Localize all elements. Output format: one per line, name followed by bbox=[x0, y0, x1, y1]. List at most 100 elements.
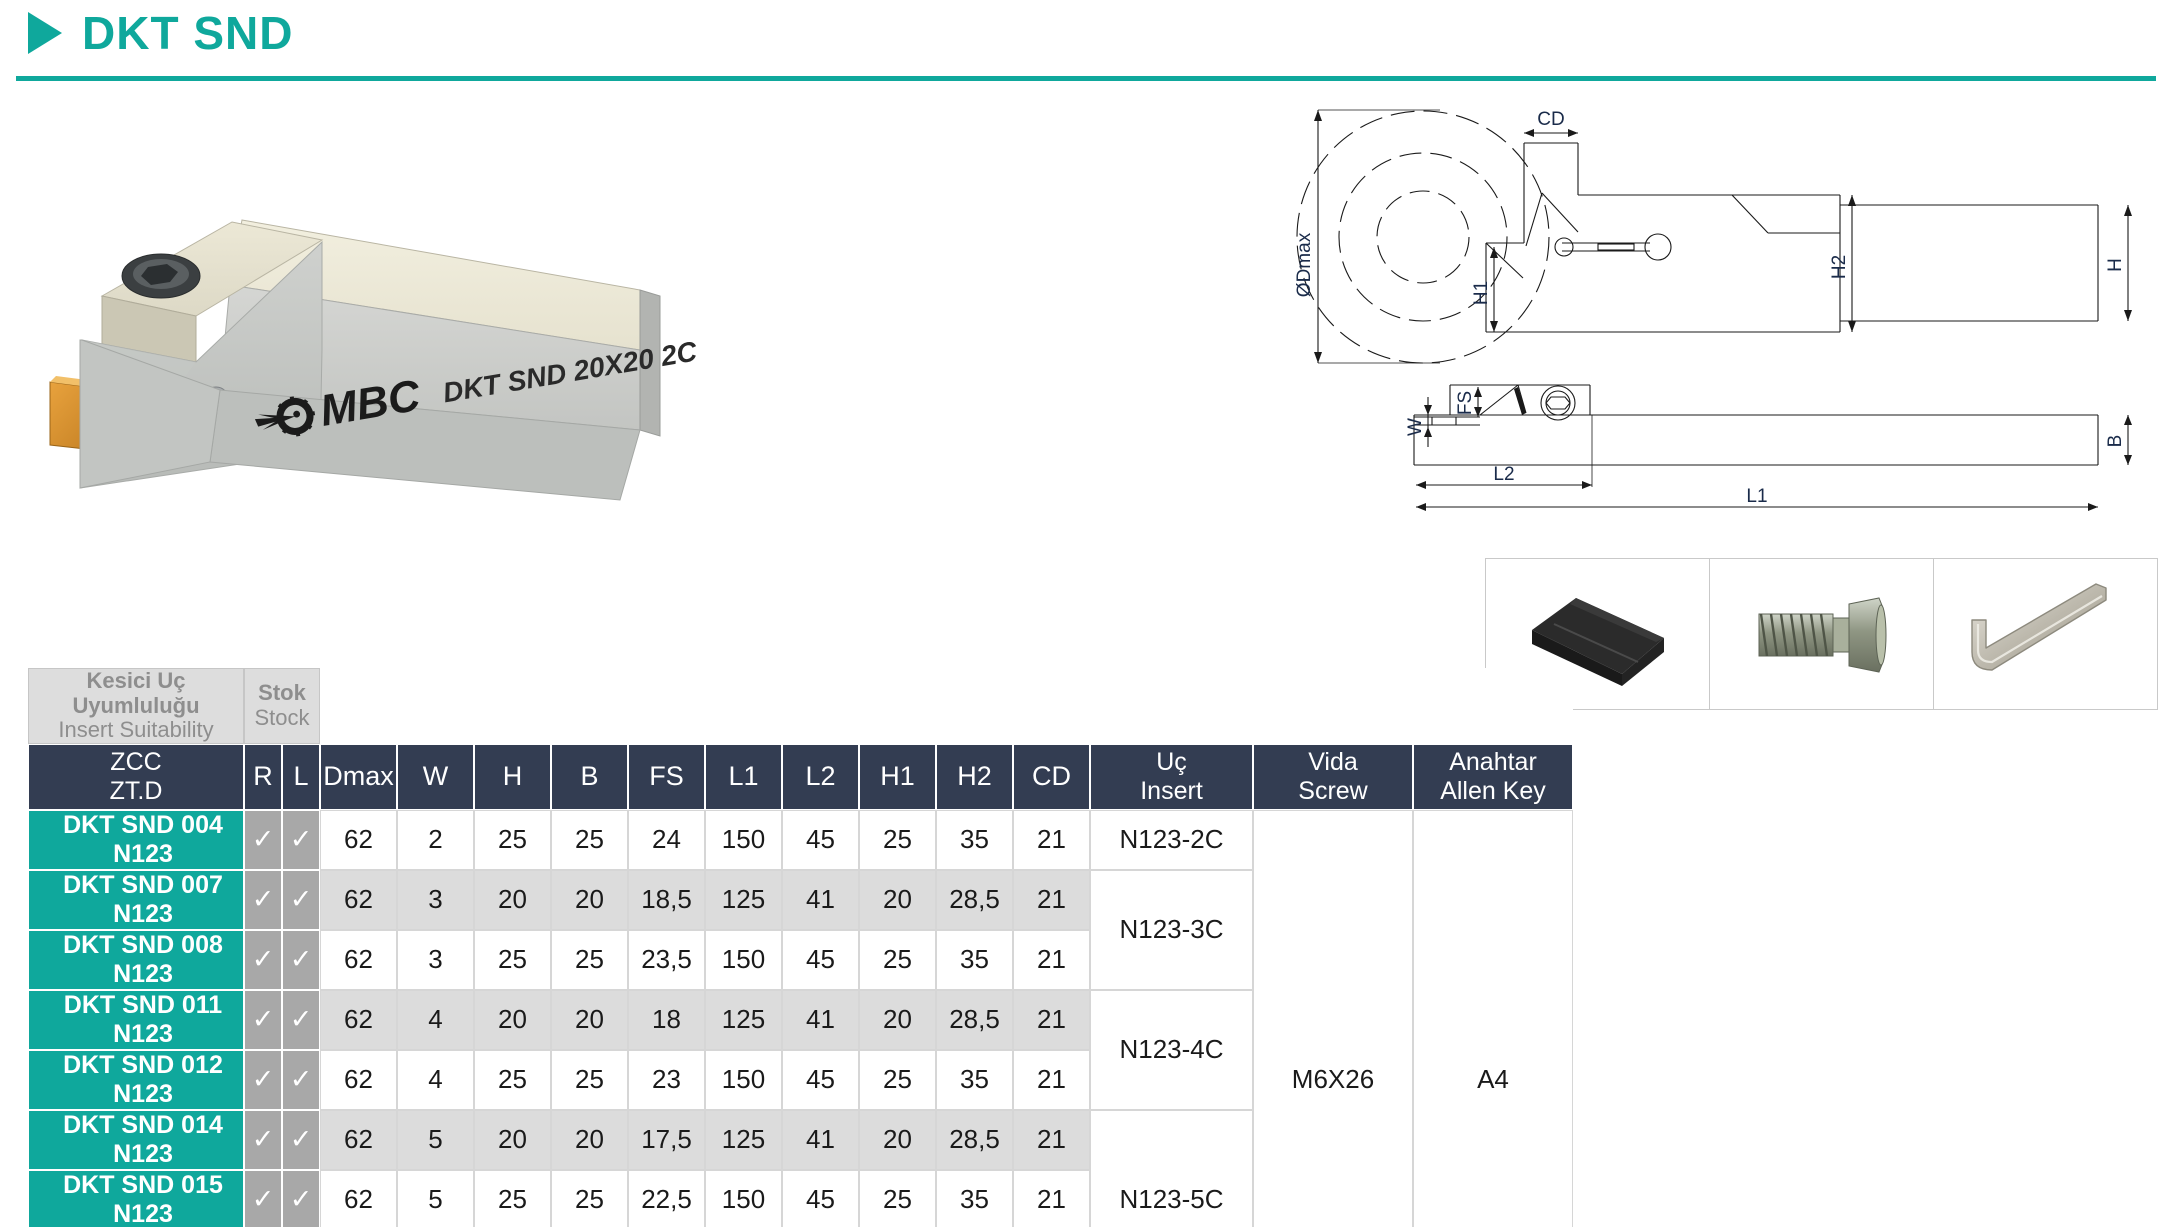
cell-dmax: 62 bbox=[320, 1049, 397, 1110]
table-row[interactable]: DKT SND 011 N123 ✓ ✓ 62 4 20 20 18 125 4… bbox=[28, 989, 1573, 1110]
cell-fs: 18,5 bbox=[628, 869, 705, 930]
cell-w: 5 bbox=[397, 1169, 474, 1227]
cell-dmax: 62 bbox=[320, 1169, 397, 1227]
dim-label-l2: L2 bbox=[1493, 464, 1514, 485]
cell-l2: 45 bbox=[782, 1169, 859, 1227]
cell-h1: 20 bbox=[859, 989, 936, 1050]
allen-key-icon bbox=[1970, 583, 2107, 671]
cell-dmax: 62 bbox=[320, 989, 397, 1050]
cell-stock-r: ✓ bbox=[244, 929, 282, 990]
cell-h1: 25 bbox=[859, 809, 936, 870]
cell-insert: N123-2C bbox=[1090, 809, 1253, 870]
cell-stock-r: ✓ bbox=[244, 1109, 282, 1170]
header-screw: Vida Screw bbox=[1253, 743, 1413, 810]
cell-stock-r: ✓ bbox=[244, 1049, 282, 1110]
cell-h2: 28,5 bbox=[936, 869, 1013, 930]
cell-h1: 20 bbox=[859, 869, 936, 930]
table-row[interactable]: DKT SND 008 N123 ✓ ✓ 62 3 25 25 23,5 150… bbox=[28, 929, 1573, 990]
cell-l1: 125 bbox=[705, 1109, 782, 1170]
supra-blank bbox=[320, 668, 1573, 744]
supra-insert-suitability-en: Insert Suitability bbox=[58, 717, 214, 743]
screw-icon bbox=[1758, 597, 1886, 673]
header-dmax: Dmax bbox=[320, 743, 397, 810]
cell-code: DKT SND 011 N123 bbox=[28, 989, 244, 1050]
cell-stock-r: ✓ bbox=[244, 989, 282, 1050]
dim-label-dmax: ØDmax bbox=[1294, 232, 1315, 297]
cell-h1: 25 bbox=[859, 1049, 936, 1110]
table-row[interactable]: DKT SND 015 N123 ✓ ✓ 62 5 25 25 22,5 150… bbox=[28, 1169, 1573, 1227]
cell-cd: 21 bbox=[1013, 1169, 1090, 1227]
cell-l1: 125 bbox=[705, 989, 782, 1050]
cell-stock-r: ✓ bbox=[244, 1169, 282, 1227]
supra-stock: Stok Stock bbox=[244, 668, 320, 744]
table-row[interactable]: DKT SND 014 N123 ✓ ✓ 62 5 20 20 17,5 125… bbox=[28, 1109, 1573, 1227]
cell-h2: 35 bbox=[936, 1169, 1013, 1227]
page-title: DKT SND bbox=[82, 7, 294, 59]
cell-b: 25 bbox=[551, 1169, 628, 1227]
table-row[interactable]: DKT SND 007 N123 ✓ ✓ 62 3 20 20 18,5 125… bbox=[28, 869, 1573, 990]
header-insert-tr: Uç bbox=[1156, 748, 1187, 777]
cell-cd: 21 bbox=[1013, 1109, 1090, 1170]
dim-label-h: H bbox=[2105, 258, 2126, 272]
table-header-row: ZCC ZT.D R L Dmax W H B FS L1 L2 H1 H2 C… bbox=[28, 743, 1573, 810]
cell-code: DKT SND 004 N123 bbox=[28, 809, 244, 870]
cell-stock-l: ✓ bbox=[282, 869, 320, 930]
header-h: H bbox=[474, 743, 551, 810]
cell-cd: 21 bbox=[1013, 809, 1090, 870]
cell-fs: 23,5 bbox=[628, 929, 705, 990]
header-r: R bbox=[244, 743, 282, 810]
cell-fs: 22,5 bbox=[628, 1169, 705, 1227]
cell-dmax: 62 bbox=[320, 809, 397, 870]
cell-h: 20 bbox=[474, 1109, 551, 1170]
dim-label-l1: L1 bbox=[1746, 486, 1767, 507]
header-divider bbox=[16, 76, 2156, 81]
dim-label-b: B bbox=[2105, 435, 2126, 448]
cell-w: 4 bbox=[397, 1049, 474, 1110]
cell-cd: 21 bbox=[1013, 989, 1090, 1050]
cell-h: 25 bbox=[474, 929, 551, 990]
cell-code: DKT SND 008 N123 bbox=[28, 929, 244, 990]
cell-l1: 150 bbox=[705, 1169, 782, 1227]
cell-stock-r: ✓ bbox=[244, 869, 282, 930]
supra-stock-tr: Stok bbox=[258, 680, 306, 706]
cell-fs: 18 bbox=[628, 989, 705, 1050]
cell-l2: 45 bbox=[782, 809, 859, 870]
supra-insert-suitability: Kesici Uç Uyumluluğu Insert Suitability bbox=[28, 668, 244, 744]
cell-l1: 150 bbox=[705, 1049, 782, 1110]
drawing-svg: ØDmax CD H1 H2 H FS W L2 L1 B bbox=[1294, 109, 2132, 511]
cell-h2: 35 bbox=[936, 1049, 1013, 1110]
table-row[interactable]: DKT SND 004 N123 ✓ ✓ 62 2 25 25 24 150 4… bbox=[28, 809, 1573, 1227]
cell-w: 3 bbox=[397, 869, 474, 930]
cell-h1: 25 bbox=[859, 929, 936, 990]
cell-h1: 25 bbox=[859, 1169, 936, 1227]
header-allen-key: Anahtar Allen Key bbox=[1413, 743, 1573, 810]
tool-illustration: MBC DKT SND 20X20 2C bbox=[49, 219, 700, 501]
header-h1: H1 bbox=[859, 743, 936, 810]
cell-stock-l: ✓ bbox=[282, 1049, 320, 1110]
header-l1: L1 bbox=[705, 743, 782, 810]
accessory-image-strip bbox=[1485, 558, 2158, 710]
cell-l2: 41 bbox=[782, 989, 859, 1050]
dim-label-cd: CD bbox=[1537, 109, 1564, 130]
cell-insert: N123-5C bbox=[1090, 1109, 1253, 1227]
supra-insert-suitability-tr: Kesici Uç Uyumluluğu bbox=[72, 668, 200, 718]
cell-dmax: 62 bbox=[320, 929, 397, 990]
cell-allen-key: A4 bbox=[1413, 809, 1573, 1227]
cell-stock-l: ✓ bbox=[282, 1109, 320, 1170]
cell-cd: 21 bbox=[1013, 869, 1090, 930]
cell-w: 5 bbox=[397, 1109, 474, 1170]
cell-code: DKT SND 015 N123 bbox=[28, 1169, 244, 1227]
cell-l2: 41 bbox=[782, 869, 859, 930]
header-code-line1: ZCC bbox=[110, 748, 162, 777]
header-screw-tr: Vida bbox=[1308, 748, 1358, 777]
dim-label-h2: H2 bbox=[1829, 255, 1850, 279]
cell-l1: 150 bbox=[705, 929, 782, 990]
header-key-en: Allen Key bbox=[1440, 776, 1546, 805]
table-row[interactable]: DKT SND 012 N123 ✓ ✓ 62 4 25 25 23 150 4… bbox=[28, 1049, 1573, 1110]
cell-l2: 45 bbox=[782, 929, 859, 990]
cell-l1: 125 bbox=[705, 869, 782, 930]
header-code-line2: ZT.D bbox=[109, 776, 163, 805]
cell-w: 4 bbox=[397, 989, 474, 1050]
cell-b: 25 bbox=[551, 809, 628, 870]
